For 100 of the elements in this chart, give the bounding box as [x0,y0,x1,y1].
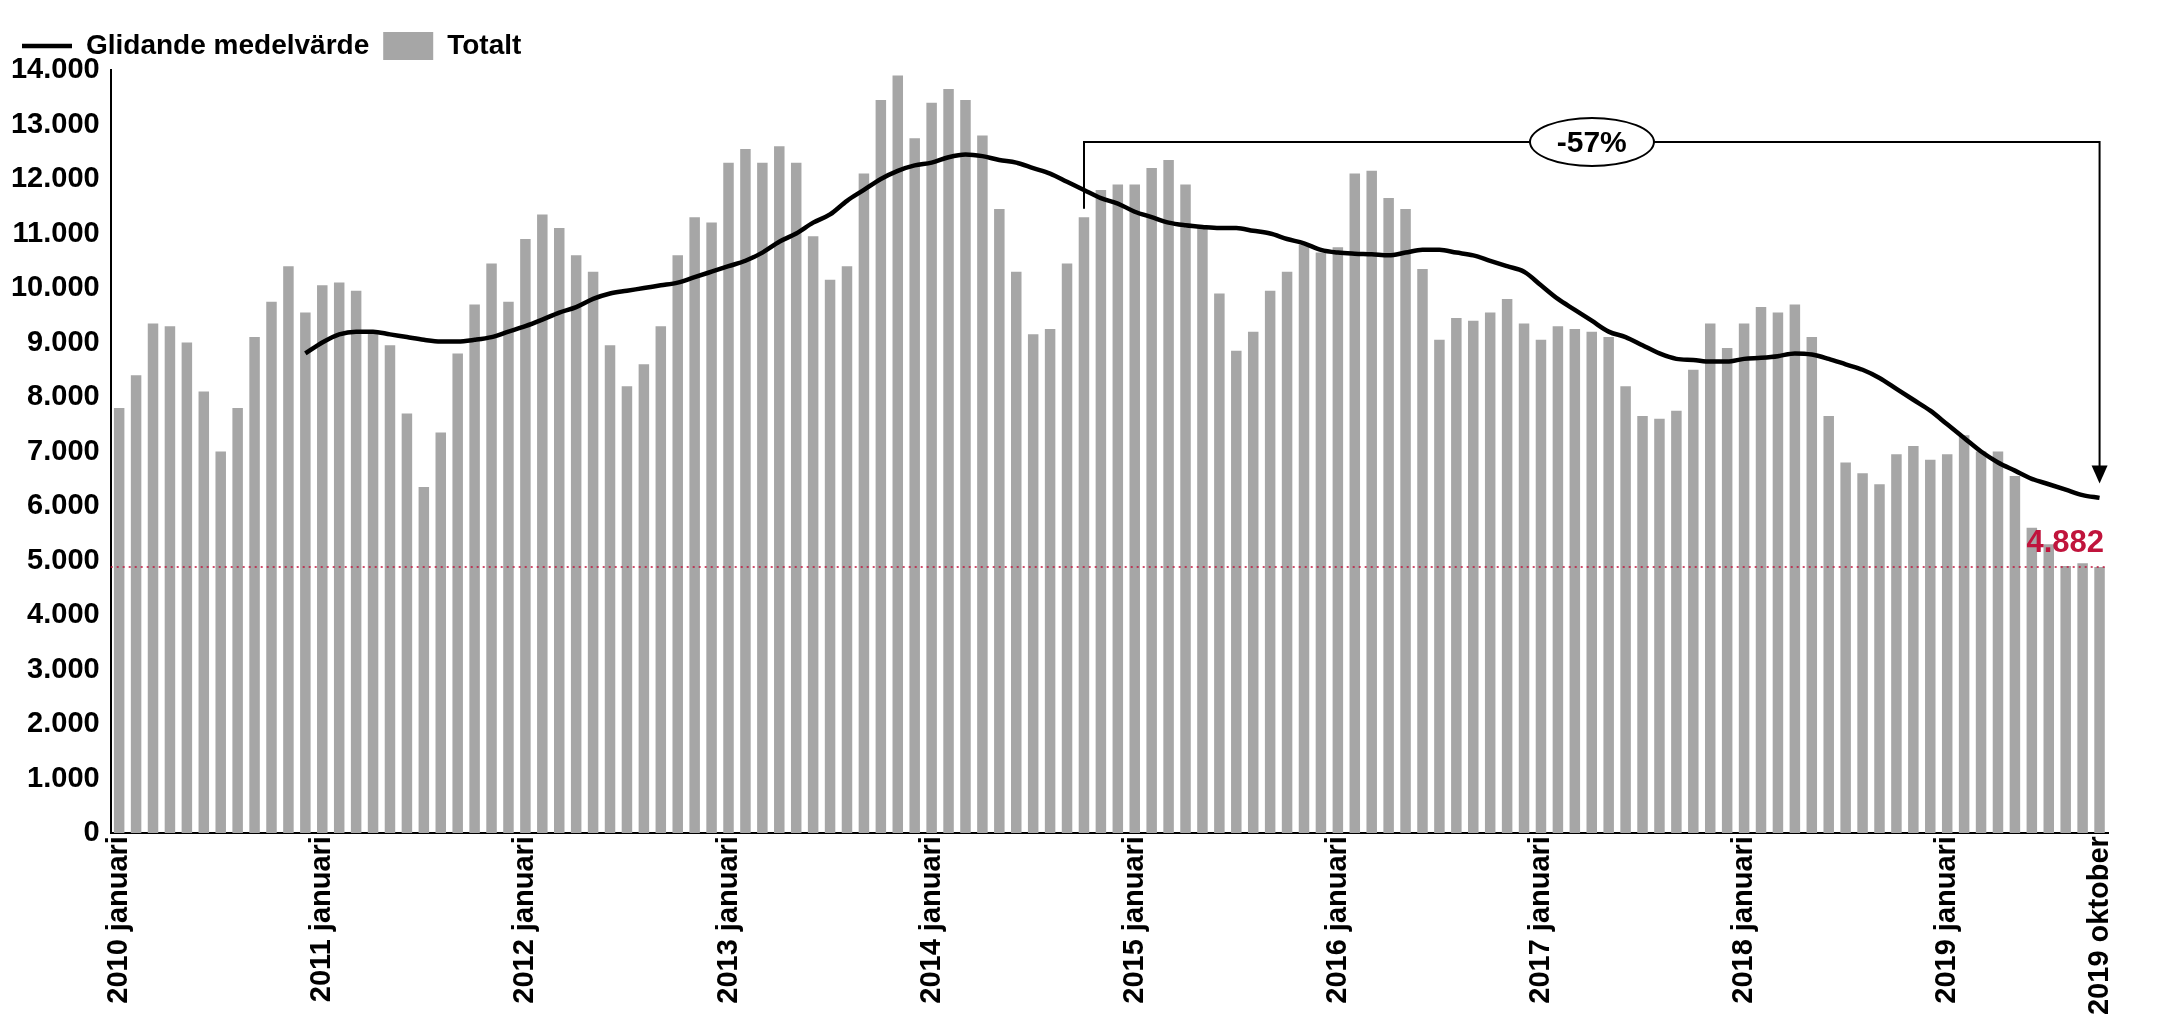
bar [1163,159,1174,834]
bar [1721,347,1733,834]
bar [452,353,463,834]
bar [1383,198,1394,834]
bar [469,304,480,834]
y-tick-label: 13.000 [11,106,100,139]
bar [1518,323,1530,834]
bar [1095,189,1107,834]
bar [333,282,345,834]
bar [384,345,396,834]
bar [1129,184,1140,834]
bar [909,138,920,834]
bar [807,236,819,834]
bar [2077,563,2088,834]
bar [1586,331,1597,834]
bar [638,364,650,834]
bar [1603,337,1614,834]
y-tick-label: 12.000 [11,161,100,194]
bar [350,290,362,834]
y-tick-label: 2.000 [27,706,100,739]
bar [1061,263,1073,834]
bar [1451,318,1462,834]
bar [198,391,210,834]
bar [1400,208,1411,834]
bar [1569,328,1581,834]
bar [570,255,582,834]
bar [1434,339,1445,834]
bar [824,279,836,834]
bar [1908,446,1919,834]
y-tick-label: 9.000 [27,324,100,357]
bar [215,451,226,834]
bar [300,312,311,834]
bar [1281,271,1293,834]
bar [401,413,413,834]
bar [1247,331,1259,834]
bar [147,323,159,834]
bar [113,407,125,834]
bar [858,173,870,834]
bar [1112,184,1124,834]
bar [249,337,260,834]
y-tick-label: 7.000 [27,433,100,466]
bar [892,75,904,834]
x-tick-label: 2014 januari [913,836,946,1004]
bar [266,301,277,834]
bar [1789,304,1801,834]
bar [1671,410,1682,834]
bar [926,102,937,834]
bar [1146,168,1157,834]
bar [1755,307,1767,834]
bar [1958,435,1970,834]
bar [1044,328,1056,834]
bar [757,162,768,834]
bar [1366,170,1377,834]
bar [1484,312,1496,834]
bar [943,89,954,834]
bar [1806,337,1818,834]
x-tick-label: 2012 januari [507,836,540,1004]
bar [1738,323,1750,834]
bar [1992,451,2004,834]
y-tick-label: 5.000 [27,542,100,575]
bar [317,285,328,834]
bar [1298,244,1310,834]
bar [418,486,430,834]
bar [1027,334,1039,834]
x-tick-label: 2011 januari [304,836,337,1003]
bar [1704,323,1716,834]
bar [875,99,887,834]
bar [774,146,785,834]
line-series [303,152,2102,501]
bar [1214,293,1225,834]
bar [1417,268,1428,834]
bar [1654,418,1665,834]
y-tick-label: 11.000 [12,215,100,248]
bar [1332,247,1344,834]
bar [1637,416,1648,834]
bar [1688,369,1699,834]
bar [232,407,243,834]
bar [537,214,548,834]
bar [1535,339,1547,834]
bar [130,375,142,834]
bar [1197,228,1208,834]
bar [1772,312,1784,834]
x-tick-label: 2018 januari [1726,836,1759,1004]
bar [1264,290,1276,834]
y-tick-label: 10.000 [11,270,100,303]
y-tick-label: 0 [83,815,100,848]
bar [1823,416,1834,834]
bar [655,326,667,834]
bar [520,238,531,834]
bar [503,301,514,834]
bar [1011,271,1022,834]
bar [994,208,1005,834]
bar [1925,459,1936,834]
y-tick-label: 3.000 [27,651,100,684]
y-tick-label: 1.000 [27,760,100,793]
annotation: -57% [1528,117,1655,168]
x-tick-label: 2015 januari [1116,836,1149,1004]
bar [1180,184,1191,834]
y-tick-label: 6.000 [27,488,100,521]
bar [960,99,971,834]
